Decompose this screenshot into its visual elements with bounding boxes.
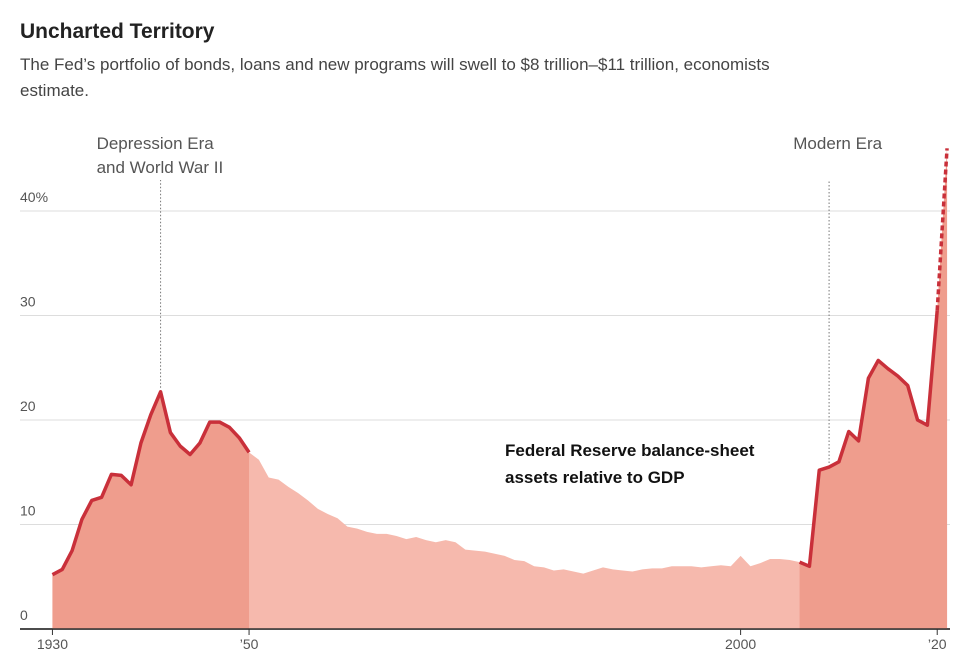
x-tick-label: ’20: [928, 636, 947, 651]
chart-subtitle: estimate.: [20, 81, 89, 100]
chart-subtitle: The Fed’s portfolio of bonds, loans and …: [20, 55, 770, 74]
x-tick-label: 2000: [725, 636, 756, 651]
y-tick-label: 0: [20, 607, 28, 623]
x-tick-label: 1930: [37, 636, 68, 651]
highlight-area: [52, 391, 250, 629]
era-label: Depression Era: [97, 134, 215, 153]
y-tick-label: 20: [20, 398, 36, 414]
highlight-area: [799, 148, 948, 630]
annotation: assets relative to GDP: [505, 468, 685, 487]
area: [52, 148, 948, 630]
projection-line: [935, 148, 949, 311]
line: [51, 390, 251, 577]
annotation: Federal Reserve balance-sheet: [505, 441, 755, 460]
chart-title: Uncharted Territory: [20, 20, 215, 43]
y-tick-label: 40%: [20, 189, 48, 205]
era-label: Modern Era: [793, 134, 882, 153]
era-label: and World War II: [97, 158, 224, 177]
x-tick-label: ’50: [240, 636, 259, 651]
y-tick-label: 10: [20, 503, 36, 519]
y-tick-label: 30: [20, 294, 36, 310]
line: [798, 310, 939, 569]
